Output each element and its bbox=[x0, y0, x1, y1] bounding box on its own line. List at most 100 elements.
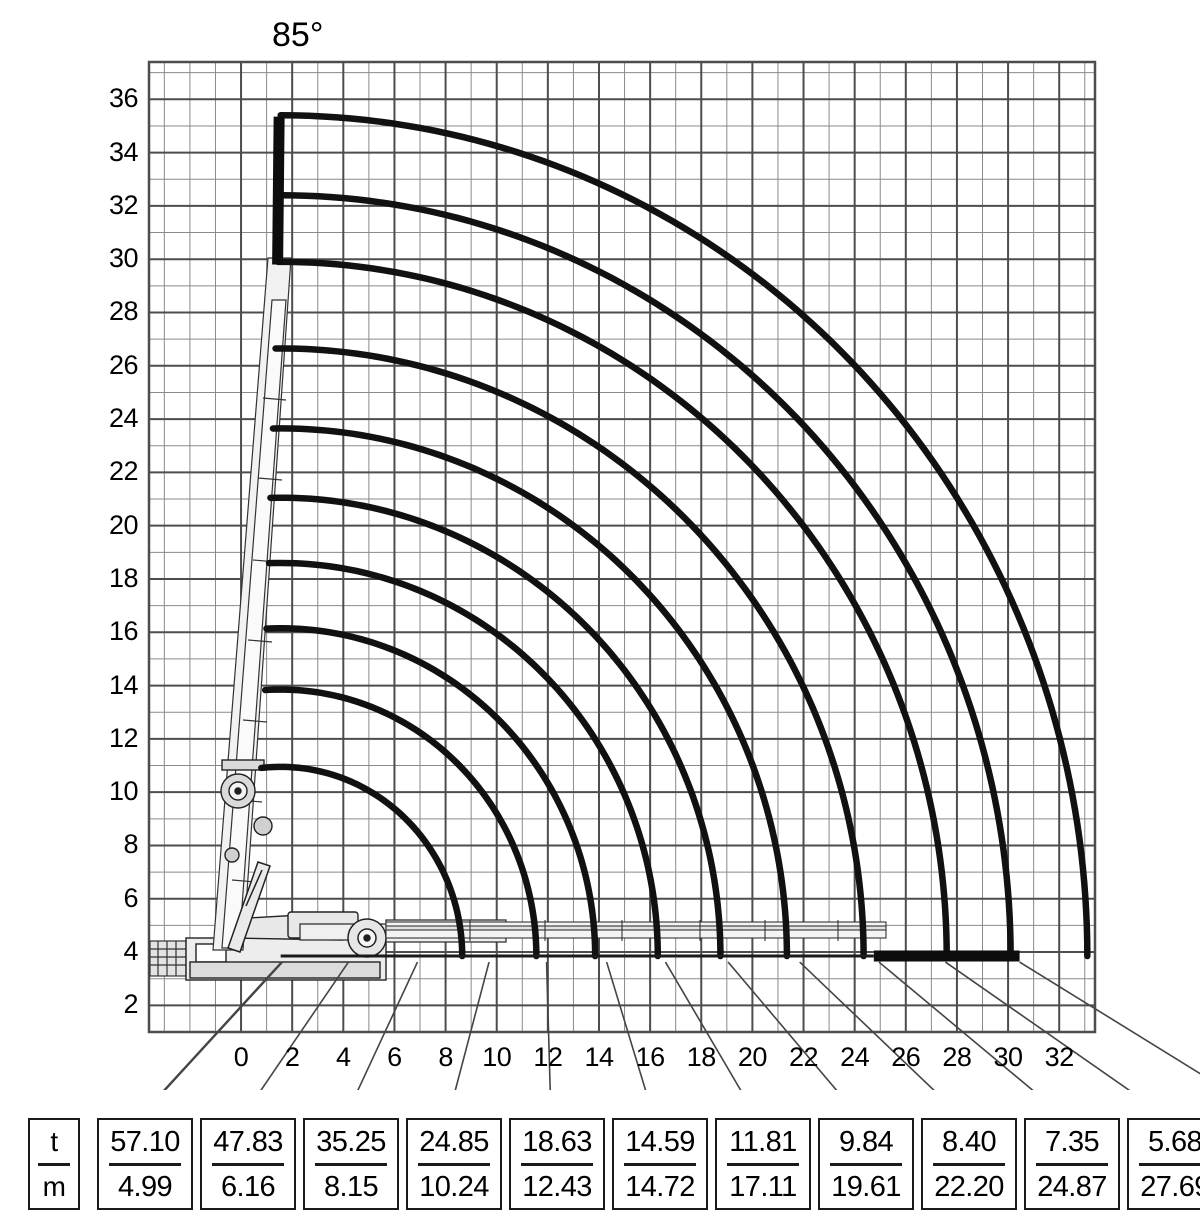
capacity-tonnes: 47.83 bbox=[213, 1125, 283, 1158]
capacity-box-3[interactable]: 35.25 8.15 bbox=[303, 1118, 399, 1210]
capacity-box-8[interactable]: 9.84 19.61 bbox=[818, 1118, 914, 1210]
capacity-box-5[interactable]: 18.63 12.43 bbox=[509, 1118, 605, 1210]
divider bbox=[830, 1162, 902, 1166]
radius-metres: 19.61 bbox=[831, 1170, 901, 1203]
capacity-box-7[interactable]: 11.81 17.11 bbox=[715, 1118, 811, 1210]
x-tick-16: 16 bbox=[635, 1042, 666, 1072]
x-tick-22: 22 bbox=[788, 1042, 819, 1072]
y-tick-4: 4 bbox=[123, 936, 138, 967]
radius-metres: 6.16 bbox=[220, 1170, 276, 1203]
capacity-box-4[interactable]: 24.85 10.24 bbox=[406, 1118, 502, 1210]
capacity-tonnes: 9.84 bbox=[838, 1125, 894, 1158]
leader-line-10 bbox=[878, 961, 1034, 1090]
leader-line-8 bbox=[727, 961, 838, 1090]
capacity-box-10[interactable]: 7.35 24.87 bbox=[1024, 1118, 1120, 1210]
leader-line-9 bbox=[799, 961, 935, 1090]
y-tick-22: 22 bbox=[108, 456, 139, 487]
y-tick-34: 34 bbox=[108, 136, 139, 167]
y-tick-14: 14 bbox=[108, 669, 139, 700]
x-tick-30: 30 bbox=[993, 1042, 1024, 1072]
x-tick-12: 12 bbox=[533, 1042, 563, 1072]
leader-line-7 bbox=[664, 961, 742, 1090]
x-tick-18: 18 bbox=[686, 1042, 717, 1072]
grid-major-lines bbox=[149, 62, 1095, 1032]
capacity-box-1[interactable]: 57.10 4.99 bbox=[97, 1118, 193, 1210]
y-tick-10: 10 bbox=[108, 776, 139, 807]
x-tick-26: 26 bbox=[891, 1042, 921, 1072]
divider bbox=[38, 1162, 70, 1166]
arc-9 bbox=[261, 686, 540, 960]
radius-metres: 14.72 bbox=[625, 1170, 695, 1203]
divider bbox=[521, 1162, 593, 1166]
arc-6 bbox=[267, 494, 724, 960]
radius-metres: 22.20 bbox=[934, 1170, 1004, 1203]
arc-8 bbox=[263, 625, 599, 960]
y-tick-2: 2 bbox=[123, 989, 138, 1020]
leader-line-3 bbox=[357, 961, 419, 1090]
capacity-tonnes: 5.68 bbox=[1147, 1125, 1200, 1158]
x-tick-28: 28 bbox=[942, 1042, 972, 1072]
x-tick-20: 20 bbox=[737, 1042, 768, 1072]
radius-metres: 8.15 bbox=[323, 1170, 379, 1203]
radius-metres: 4.99 bbox=[117, 1170, 173, 1203]
x-tick-32: 32 bbox=[1044, 1042, 1075, 1072]
leader-line-1 bbox=[163, 961, 283, 1090]
capacity-box-9[interactable]: 8.40 22.20 bbox=[921, 1118, 1017, 1210]
capacity-table-row: t m 57.10 4.99 47.83 6.16 35.25 8.15 24.85 10.24 1… bbox=[0, 1118, 1200, 1214]
capacity-box-2[interactable]: 47.83 6.16 bbox=[200, 1118, 296, 1210]
x-tick-10: 10 bbox=[482, 1042, 512, 1072]
y-tick-36: 36 bbox=[108, 83, 139, 114]
leader-line-6 bbox=[605, 961, 647, 1090]
radius-metres: 12.43 bbox=[522, 1170, 592, 1203]
capacity-tonnes: 14.59 bbox=[625, 1125, 695, 1158]
divider bbox=[109, 1162, 181, 1166]
radius-metres: 27.69 bbox=[1140, 1170, 1200, 1203]
arc-7 bbox=[265, 559, 662, 960]
leader-line-2 bbox=[260, 961, 350, 1090]
x-tick-14: 14 bbox=[584, 1042, 614, 1072]
y-tick-28: 28 bbox=[108, 296, 139, 327]
divider bbox=[418, 1162, 490, 1166]
unit-metres: m bbox=[42, 1170, 66, 1202]
boom-angle-title: 85° bbox=[272, 16, 324, 54]
y-tick-30: 30 bbox=[108, 243, 139, 274]
capacity-tonnes: 24.85 bbox=[419, 1125, 489, 1158]
x-tick-0: 0 bbox=[233, 1042, 249, 1072]
arc-4 bbox=[272, 345, 867, 960]
y-tick-18: 18 bbox=[108, 562, 139, 593]
callout-leader-lines bbox=[163, 961, 1200, 1090]
grid-minor-lines bbox=[149, 62, 1095, 1033]
x-tick-4: 4 bbox=[336, 1042, 351, 1072]
divider bbox=[1139, 1162, 1200, 1166]
x-axis-tick-labels: 0 2 4 6 8 10 12 14 16 18 20 22 24 26 28 30 32 bbox=[0, 1034, 1200, 1082]
capacity-box-11[interactable]: 5.68 27.69 bbox=[1127, 1118, 1200, 1210]
plot-border bbox=[147, 60, 1097, 1034]
capacity-tonnes: 35.25 bbox=[316, 1125, 386, 1158]
capacity-box-6[interactable]: 14.59 14.72 bbox=[612, 1118, 708, 1210]
y-tick-24: 24 bbox=[108, 403, 139, 434]
capacity-tonnes: 7.35 bbox=[1044, 1125, 1100, 1158]
y-tick-8: 8 bbox=[123, 829, 138, 860]
arc-1 bbox=[277, 112, 1091, 960]
arc-2 bbox=[277, 191, 1014, 960]
leader-line-12 bbox=[1019, 961, 1200, 1075]
divider bbox=[315, 1162, 387, 1166]
capacity-tonnes: 18.63 bbox=[522, 1125, 592, 1158]
divider bbox=[933, 1162, 1005, 1166]
divider bbox=[727, 1162, 799, 1166]
x-tick-24: 24 bbox=[840, 1042, 870, 1072]
arc-5 bbox=[269, 425, 791, 960]
capacity-tonnes: 11.81 bbox=[729, 1125, 797, 1158]
y-tick-20: 20 bbox=[108, 509, 139, 540]
crane-illustration bbox=[149, 257, 887, 981]
leader-line-5 bbox=[545, 962, 552, 1090]
divider bbox=[212, 1162, 284, 1166]
y-tick-32: 32 bbox=[108, 189, 139, 220]
y-tick-26: 26 bbox=[108, 349, 139, 380]
y-tick-16: 16 bbox=[108, 616, 139, 647]
arc-3 bbox=[274, 258, 950, 960]
x-tick-2: 2 bbox=[284, 1042, 300, 1072]
y-tick-6: 6 bbox=[123, 882, 138, 913]
